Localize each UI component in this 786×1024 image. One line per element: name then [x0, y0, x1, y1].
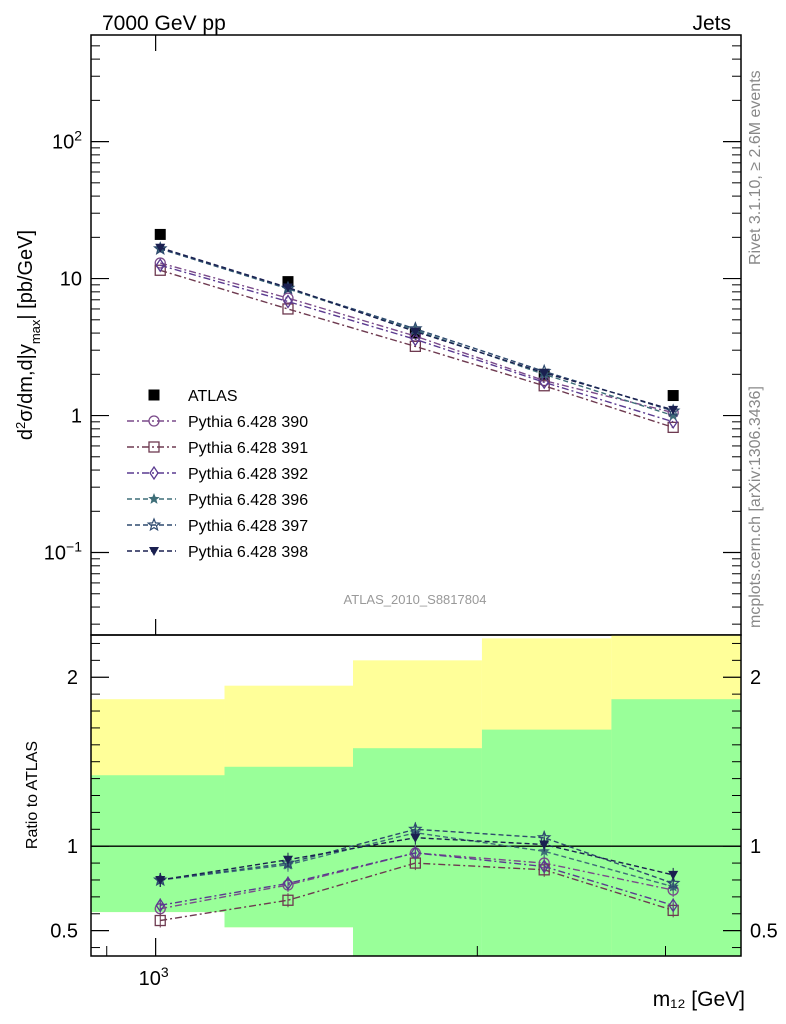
- source-label: mcplots.cern.ch [arXiv:1306.3436]: [747, 386, 764, 628]
- legend-label: Pythia 6.428 390: [188, 414, 308, 431]
- legend-label: ATLAS: [188, 388, 238, 405]
- ratio-point-p398-1: [282, 855, 293, 865]
- legend-marker: [149, 547, 159, 556]
- legend-marker: [148, 415, 160, 427]
- x-tick-label: 103: [139, 964, 169, 990]
- ratio-y-tick-label-right-0: 0.5: [750, 921, 778, 943]
- point-p391-3: [538, 380, 550, 392]
- main-y-axis-title: d2σ/dm,d|ymax| [pb/GeV]: [13, 230, 43, 440]
- point-p392-1: [283, 294, 293, 309]
- series-p391: [154, 264, 679, 434]
- main-y-axis: 10−1 1 10 102: [44, 34, 741, 635]
- ratio-y-tick-label-right-1: 1: [750, 836, 761, 858]
- point-p396-4: [667, 409, 679, 421]
- ratio-y-tick-label-left-0: 0.5: [50, 921, 78, 943]
- ratio-point-p391-1: [282, 894, 294, 906]
- legend-marker: [149, 465, 159, 481]
- ratio-point-p398-4: [668, 870, 679, 880]
- legend: ATLAS Pythia 6.428 390 Pythia 6.428 391 Pyt…: [127, 388, 308, 561]
- series-data: [154, 228, 679, 402]
- legend-entry-p392: Pythia 6.428 392: [127, 465, 308, 483]
- y-tick-label-3: 102: [52, 128, 82, 154]
- beam-label: 7000 GeV pp: [102, 12, 226, 35]
- ratio-point-p392-2: [410, 845, 421, 861]
- ratio-point-p397-4: [665, 875, 681, 890]
- ratio-y-axis-title: Ratio to ATLAS: [24, 741, 41, 849]
- series-line-p392: [160, 264, 674, 423]
- point-p398-2: [410, 327, 421, 337]
- legend-label: Pythia 6.428 391: [188, 440, 308, 457]
- legend-marker: [148, 493, 160, 504]
- legend-entry-p390: Pythia 6.428 390: [127, 414, 308, 431]
- x-axis: 103: [106, 938, 666, 990]
- y-tick-label-1: 1: [71, 406, 82, 428]
- uncertainty-band-green-1: [224, 766, 353, 928]
- series-p398: [155, 243, 679, 415]
- ratio-point-p392-4: [668, 898, 678, 913]
- point-p398-1: [282, 283, 293, 293]
- x-axis-title: m₁₂ [GeV]: [653, 988, 745, 1011]
- ratio-plot-content: [91, 635, 741, 956]
- ratio-y-tick-label-right-2: 2: [750, 667, 761, 689]
- main-panel: 10−1 1 10 102 d2σ/dm,d|ymax| [pb/GeV] ATLAS…: [13, 34, 742, 636]
- ratio-point-p398-2: [410, 833, 421, 843]
- uncertainty-band-green-0: [91, 775, 225, 913]
- legend-label: Pythia 6.428 398: [188, 544, 308, 561]
- legend-entry-data: ATLAS: [148, 388, 238, 405]
- point-p392-2: [410, 332, 421, 347]
- ratio-point-p392-1: [283, 876, 293, 891]
- point-p390-1: [282, 292, 294, 304]
- ratio-point-p398-0: [155, 875, 166, 885]
- legend-entry-p396: Pythia 6.428 396: [127, 492, 308, 509]
- ratio-y-axis: 0.5 0.5 1 1 2 2: [50, 642, 778, 949]
- legend-marker: [146, 517, 162, 532]
- point-p398-3: [539, 368, 550, 378]
- point-p390-0: [154, 257, 166, 269]
- ratio-y-tick-label-left-2: 2: [67, 667, 78, 689]
- legend-entry-p398: Pythia 6.428 398: [127, 544, 308, 561]
- ratio-point-p391-0: [154, 914, 166, 927]
- process-label: Jets: [692, 12, 731, 35]
- point-data-4: [667, 390, 679, 402]
- uncertainty-band-green-4: [611, 699, 741, 956]
- legend-label: Pythia 6.428 397: [188, 518, 308, 535]
- uncertainty-band-green-2: [352, 748, 482, 956]
- point-p391-2: [409, 340, 421, 353]
- legend-entry-p397: Pythia 6.428 397: [127, 517, 308, 535]
- ratio-series-p392: [155, 845, 678, 913]
- legend-entry-p391: Pythia 6.428 391: [127, 440, 308, 457]
- y-tick-label-0: 10−1: [44, 539, 82, 565]
- ratio-panel: 0.5 0.5 1 1 2 2 Ratio to ATLAS 103 m₁₂ [GeV]: [24, 634, 778, 1011]
- main-plot-content: [152, 228, 681, 434]
- point-p391-1: [282, 303, 294, 315]
- analysis-label: ATLAS_2010_S8817804: [344, 592, 487, 607]
- point-p391-4: [667, 421, 679, 434]
- legend-label: Pythia 6.428 396: [188, 492, 308, 509]
- y-tick-label-2: 10: [60, 269, 82, 291]
- legend-marker: [148, 389, 160, 401]
- point-p398-0: [155, 243, 166, 253]
- legend-label: Pythia 6.428 392: [188, 466, 308, 483]
- ratio-point-p392-0: [155, 898, 166, 913]
- point-p398-4: [668, 405, 679, 415]
- rivet-label: Rivet 3.1.10, ≥ 2.6M events: [747, 70, 764, 265]
- point-p392-3: [539, 375, 549, 390]
- ratio-point-p392-3: [539, 859, 549, 874]
- ratio-series-p398: [155, 830, 679, 887]
- point-data-0: [154, 228, 166, 240]
- ratio-point-p398-3: [539, 840, 550, 850]
- point-p392-0: [155, 258, 166, 273]
- ratio-y-tick-label-left-1: 1: [67, 836, 78, 858]
- legend-marker: [148, 441, 160, 453]
